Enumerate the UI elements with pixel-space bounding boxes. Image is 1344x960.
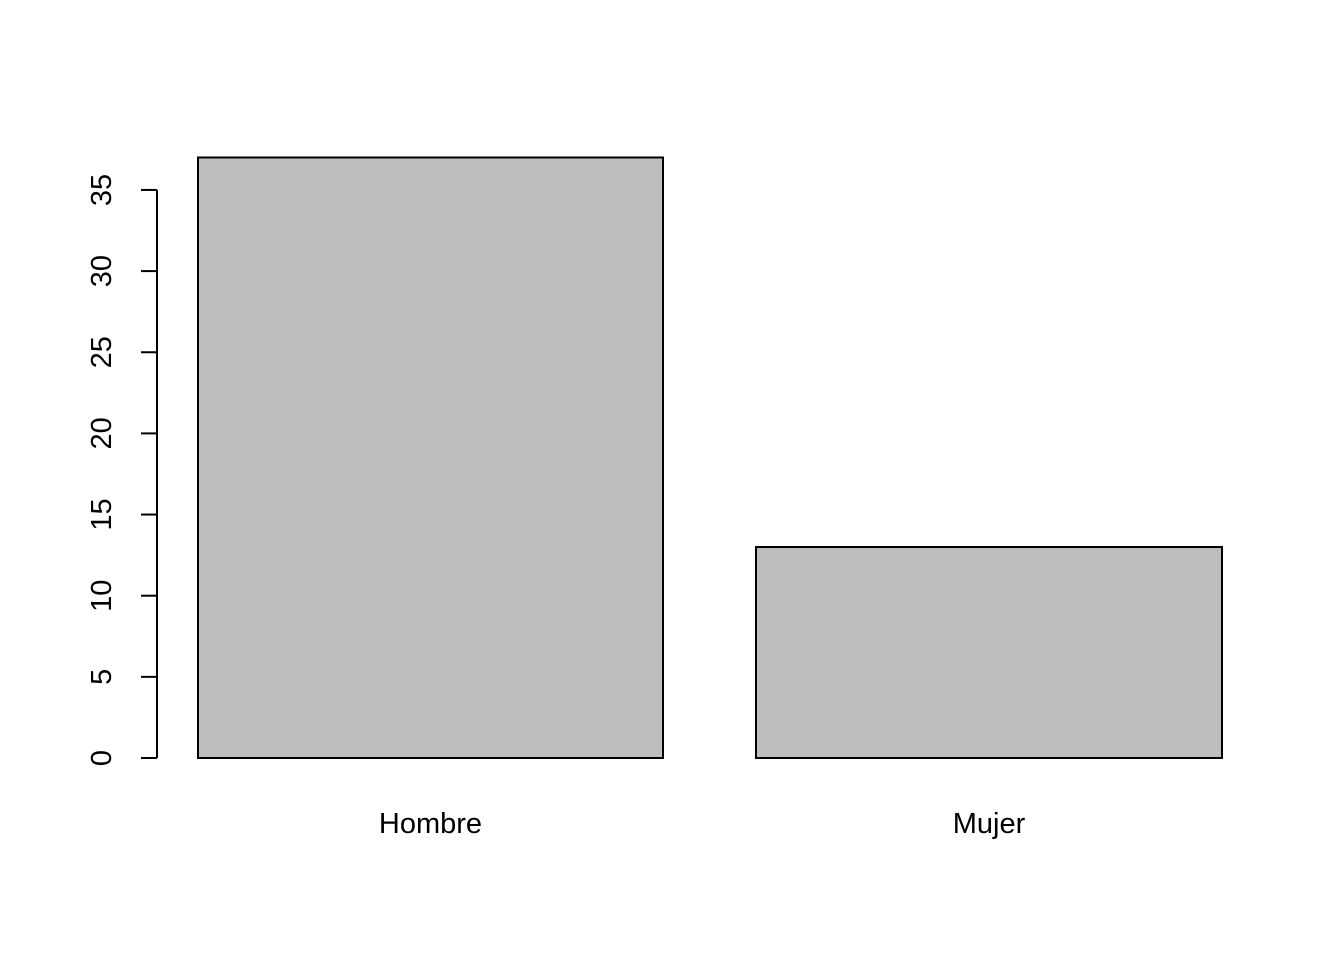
bar-mujer (755, 546, 1223, 760)
y-tick-label: 0 (86, 750, 118, 766)
y-axis: 0 5 10 15 20 25 30 35 (86, 174, 158, 766)
x-category-label: Mujer (953, 808, 1026, 840)
y-tick-label: 20 (86, 417, 118, 449)
x-category-label: Hombre (379, 808, 482, 840)
y-tick-label: 30 (86, 255, 118, 287)
y-tick-label: 25 (86, 336, 118, 368)
y-tick-label: 10 (86, 580, 118, 612)
bar-hombre (197, 156, 664, 760)
bars-group (197, 156, 1223, 760)
y-tick-label: 5 (86, 669, 118, 685)
y-tick-label: 15 (86, 498, 118, 530)
y-tick-label: 35 (86, 174, 118, 206)
x-axis-labels: Hombre Mujer (379, 808, 1026, 840)
